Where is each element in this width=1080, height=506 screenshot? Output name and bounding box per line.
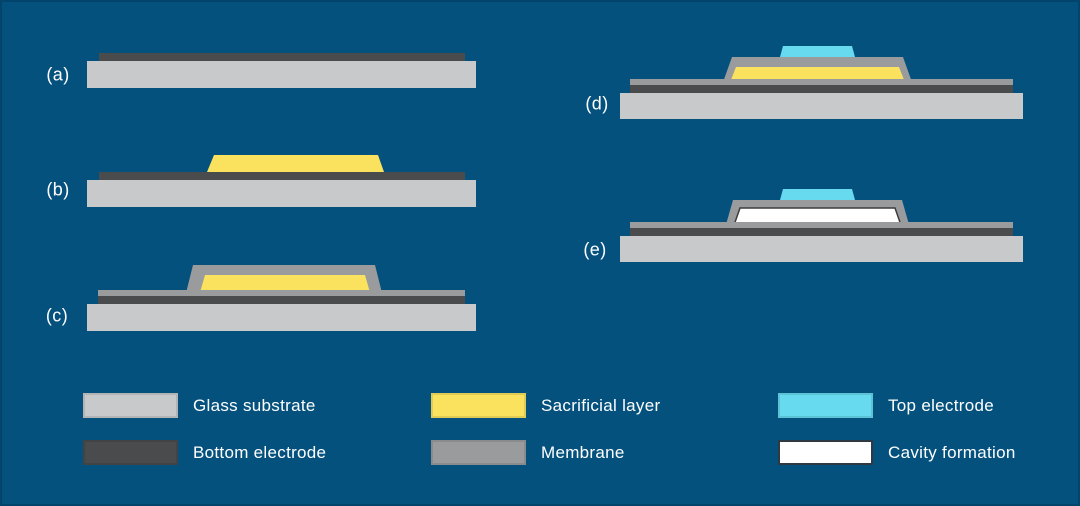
panel-b bbox=[87, 155, 476, 207]
legend-item-cavity-formation: Cavity formation bbox=[778, 440, 1016, 465]
legend-swatch-glass-substrate bbox=[83, 393, 178, 418]
membrane-layer bbox=[630, 222, 1013, 228]
legend-swatch-top-electrode bbox=[778, 393, 873, 418]
panel-e bbox=[620, 189, 1023, 262]
glass-substrate-layer bbox=[87, 180, 476, 207]
legend-swatch-membrane bbox=[431, 440, 526, 465]
glass-substrate-layer bbox=[620, 93, 1023, 119]
bottom-electrode-layer bbox=[98, 296, 465, 304]
bottom-electrode-layer bbox=[99, 172, 465, 180]
panel-d bbox=[620, 46, 1023, 119]
top-electrode-layer bbox=[780, 189, 855, 200]
bottom-electrode-layer bbox=[99, 53, 465, 61]
step-label-d: (d) bbox=[585, 93, 609, 114]
legend-label-cavity-formation: Cavity formation bbox=[888, 442, 1016, 462]
legend-item-sacrificial-layer: Sacrificial layer bbox=[431, 393, 660, 418]
legend-item-top-electrode: Top electrode bbox=[778, 393, 994, 418]
legend-label-bottom-electrode: Bottom electrode bbox=[193, 442, 327, 462]
bottom-electrode-layer bbox=[630, 85, 1013, 93]
legend-label-sacrificial-layer: Sacrificial layer bbox=[541, 395, 661, 415]
legend-item-membrane: Membrane bbox=[431, 440, 625, 465]
step-label-b: (b) bbox=[46, 179, 70, 200]
legend-item-glass-substrate: Glass substrate bbox=[83, 393, 316, 418]
glass-substrate-layer bbox=[87, 304, 476, 331]
top-electrode-layer bbox=[780, 46, 855, 57]
legend-label-membrane: Membrane bbox=[541, 442, 625, 462]
step-label-e: (e) bbox=[583, 239, 607, 260]
step-label-c: (c) bbox=[45, 305, 69, 326]
membrane-layer bbox=[630, 79, 1013, 85]
panel-a bbox=[87, 53, 476, 88]
glass-substrate-layer bbox=[620, 236, 1023, 262]
panel-c bbox=[87, 265, 476, 331]
legend-swatch-cavity-formation bbox=[778, 440, 873, 465]
legend-swatch-sacrificial-layer bbox=[431, 393, 526, 418]
membrane-layer bbox=[98, 290, 465, 296]
sacrificial-layer bbox=[207, 155, 384, 172]
legend-label-glass-substrate: Glass substrate bbox=[193, 395, 316, 415]
step-label-a: (a) bbox=[46, 64, 70, 85]
legend-label-top-electrode: Top electrode bbox=[888, 395, 994, 415]
glass-substrate-layer bbox=[87, 61, 476, 88]
legend-swatch-bottom-electrode bbox=[83, 440, 178, 465]
bottom-electrode-layer bbox=[630, 228, 1013, 236]
legend-item-bottom-electrode: Bottom electrode bbox=[83, 440, 326, 465]
